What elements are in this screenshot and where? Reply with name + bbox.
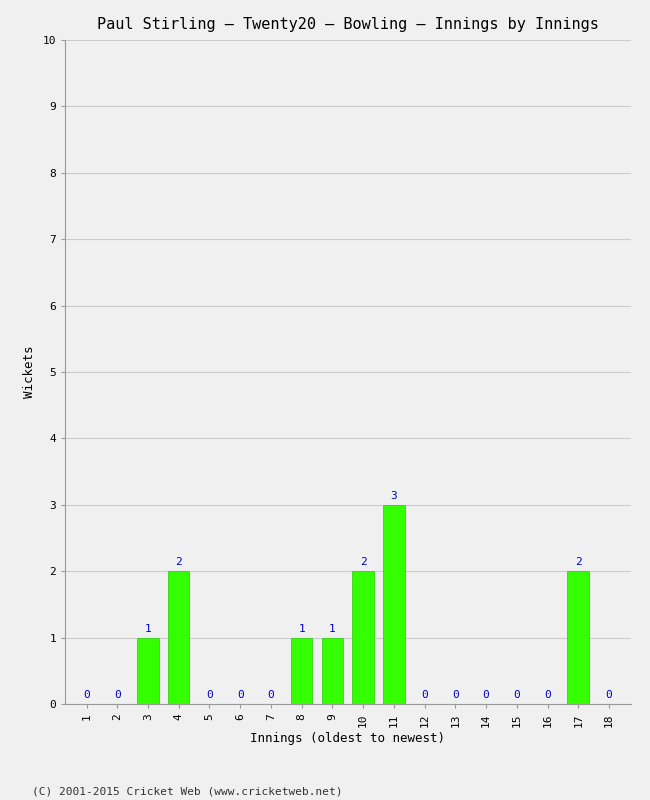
Y-axis label: Wickets: Wickets: [23, 346, 36, 398]
Title: Paul Stirling – Twenty20 – Bowling – Innings by Innings: Paul Stirling – Twenty20 – Bowling – Inn…: [97, 17, 599, 32]
Text: 2: 2: [359, 558, 367, 567]
Bar: [291, 638, 313, 704]
Text: 0: 0: [483, 690, 489, 700]
Text: 0: 0: [514, 690, 520, 700]
Text: 0: 0: [237, 690, 244, 700]
Bar: [168, 571, 189, 704]
Bar: [383, 505, 404, 704]
Bar: [137, 638, 159, 704]
Text: 0: 0: [114, 690, 121, 700]
Text: 0: 0: [83, 690, 90, 700]
Text: 0: 0: [606, 690, 612, 700]
Text: 0: 0: [421, 690, 428, 700]
Text: 1: 1: [298, 624, 305, 634]
Text: 3: 3: [391, 491, 397, 501]
Text: 2: 2: [176, 558, 182, 567]
Bar: [352, 571, 374, 704]
X-axis label: Innings (oldest to newest): Innings (oldest to newest): [250, 732, 445, 745]
Text: 0: 0: [544, 690, 551, 700]
Text: (C) 2001-2015 Cricket Web (www.cricketweb.net): (C) 2001-2015 Cricket Web (www.cricketwe…: [32, 786, 343, 796]
Bar: [567, 571, 589, 704]
Text: 2: 2: [575, 558, 582, 567]
Text: 0: 0: [206, 690, 213, 700]
Text: 1: 1: [144, 624, 151, 634]
Bar: [322, 638, 343, 704]
Text: 1: 1: [329, 624, 336, 634]
Text: 0: 0: [452, 690, 459, 700]
Text: 0: 0: [268, 690, 274, 700]
